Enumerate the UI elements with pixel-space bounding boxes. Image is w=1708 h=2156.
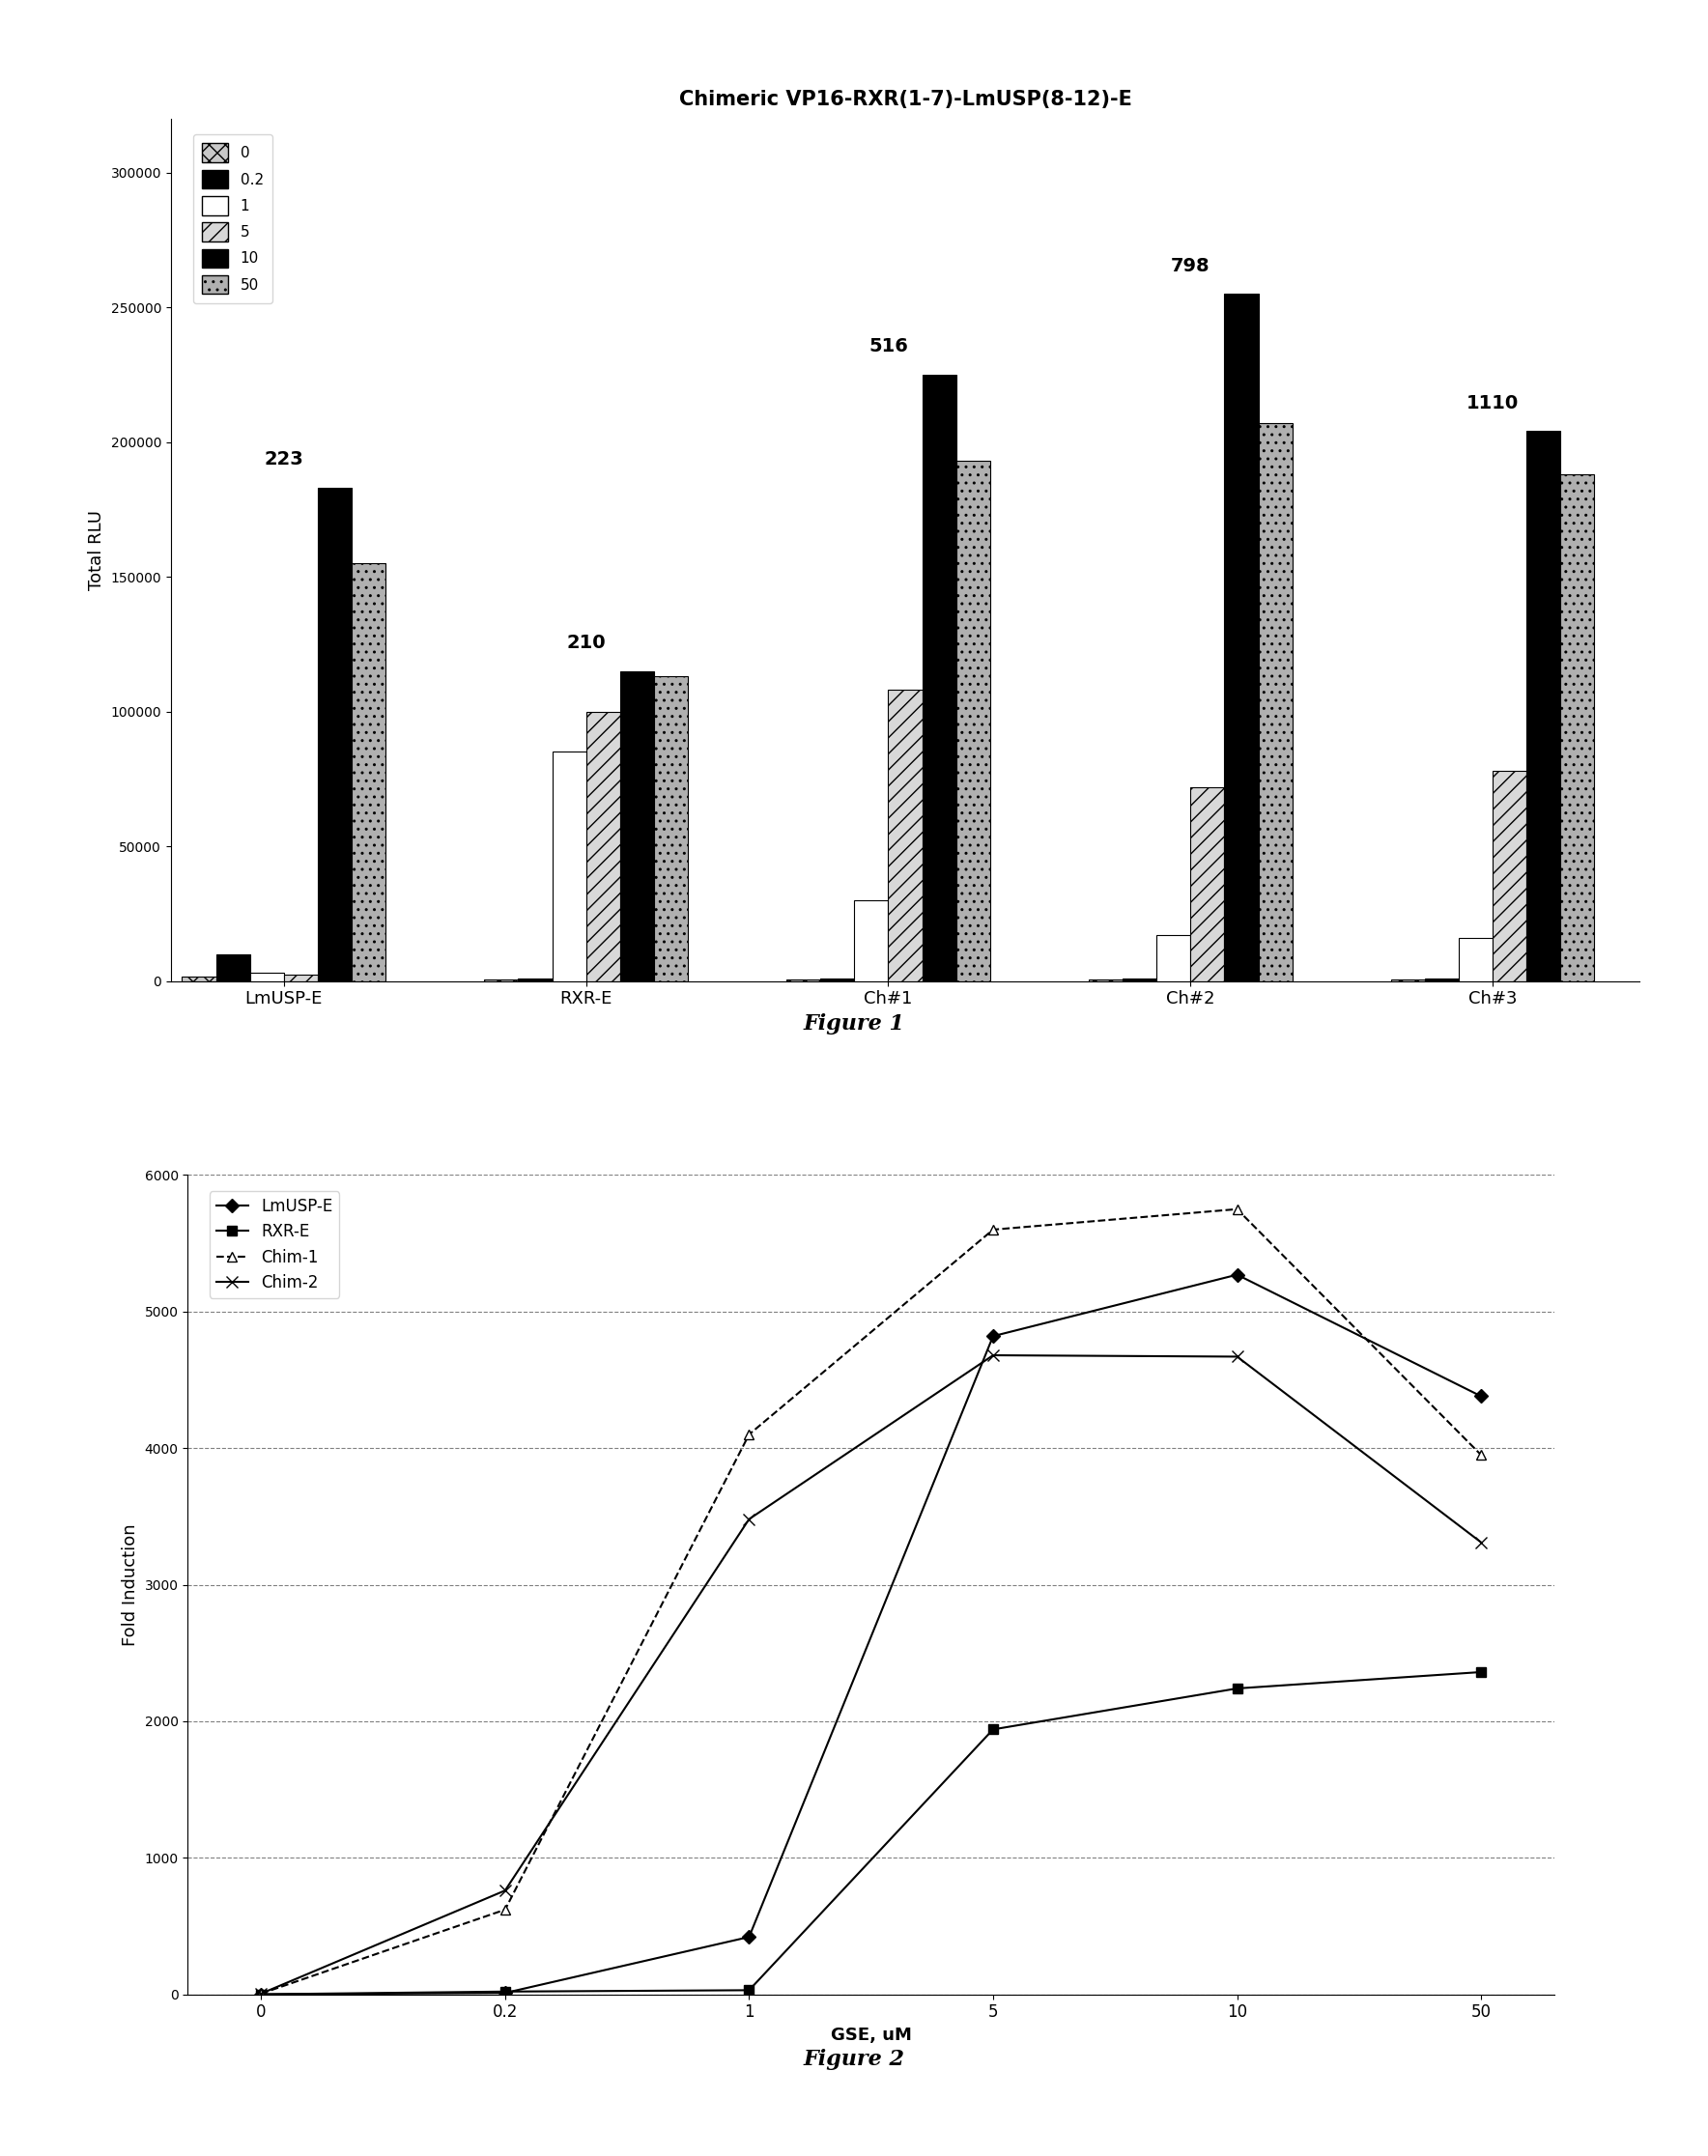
Bar bbox=[922, 375, 956, 981]
Bar bbox=[820, 979, 854, 981]
Line: LmUSP-E: LmUSP-E bbox=[256, 1270, 1486, 1999]
Bar bbox=[956, 461, 991, 981]
LmUSP-E bbox=[982, 1324, 1003, 1350]
Bar bbox=[1190, 787, 1225, 981]
Chim-1 bbox=[982, 1216, 1003, 1242]
Chim-1 bbox=[1471, 1442, 1491, 1468]
LmUSP-E bbox=[495, 1979, 516, 2005]
LmUSP-E bbox=[1471, 1384, 1491, 1410]
Bar bbox=[654, 677, 688, 981]
Chim-2 bbox=[1226, 1343, 1247, 1369]
Bar bbox=[183, 977, 215, 981]
Chim-2 bbox=[1471, 1529, 1491, 1554]
Bar bbox=[620, 671, 654, 981]
Text: 223: 223 bbox=[265, 451, 304, 468]
Bar bbox=[1122, 979, 1156, 981]
Bar bbox=[518, 979, 552, 981]
Chim-1 bbox=[495, 1897, 516, 1923]
Text: 210: 210 bbox=[567, 634, 606, 651]
Bar bbox=[249, 972, 284, 981]
Bar bbox=[1493, 770, 1527, 981]
Chim-2 bbox=[740, 1507, 760, 1533]
RXR-E bbox=[1226, 1675, 1247, 1701]
Chim-1 bbox=[740, 1421, 760, 1447]
Text: 1110: 1110 bbox=[1467, 395, 1518, 412]
Bar bbox=[1225, 293, 1259, 981]
Bar bbox=[1259, 423, 1293, 981]
LmUSP-E bbox=[740, 1923, 760, 1949]
RXR-E bbox=[495, 1979, 516, 2005]
RXR-E bbox=[982, 1716, 1003, 1742]
RXR-E bbox=[1471, 1660, 1491, 1686]
Bar bbox=[1424, 979, 1459, 981]
Text: 798: 798 bbox=[1172, 257, 1211, 274]
Bar bbox=[854, 901, 888, 981]
Legend: LmUSP-E, RXR-E, Chim-1, Chim-2: LmUSP-E, RXR-E, Chim-1, Chim-2 bbox=[210, 1192, 340, 1298]
Text: 516: 516 bbox=[869, 336, 909, 356]
Bar bbox=[1561, 474, 1595, 981]
Legend: 0, 0.2, 1, 5, 10, 50: 0, 0.2, 1, 5, 10, 50 bbox=[193, 134, 272, 304]
Chim-2 bbox=[495, 1878, 516, 1904]
Chim-1 bbox=[251, 1981, 272, 2007]
Chim-1 bbox=[1226, 1197, 1247, 1222]
LmUSP-E bbox=[1226, 1261, 1247, 1287]
Chim-2 bbox=[982, 1343, 1003, 1369]
Text: Figure 2: Figure 2 bbox=[803, 2048, 905, 2070]
Y-axis label: Fold Induction: Fold Induction bbox=[121, 1524, 138, 1645]
Bar bbox=[552, 752, 586, 981]
Y-axis label: Total RLU: Total RLU bbox=[87, 509, 106, 591]
Chim-2 bbox=[251, 1981, 272, 2007]
Bar bbox=[586, 711, 620, 981]
Bar bbox=[215, 953, 249, 981]
Bar bbox=[284, 975, 318, 981]
Line: Chim-2: Chim-2 bbox=[254, 1350, 1488, 1999]
Bar bbox=[1527, 431, 1561, 981]
Bar bbox=[888, 690, 922, 981]
Bar bbox=[1459, 938, 1493, 981]
Bar bbox=[352, 563, 386, 981]
X-axis label: GSE, uM: GSE, uM bbox=[830, 2027, 912, 2044]
Line: Chim-1: Chim-1 bbox=[256, 1205, 1486, 1999]
Title: Chimeric VP16-RXR(1-7)-LmUSP(8-12)-E: Chimeric VP16-RXR(1-7)-LmUSP(8-12)-E bbox=[678, 91, 1132, 110]
RXR-E bbox=[251, 1981, 272, 2007]
LmUSP-E bbox=[251, 1981, 272, 2007]
Line: RXR-E: RXR-E bbox=[256, 1667, 1486, 1999]
Bar bbox=[1156, 936, 1190, 981]
Bar bbox=[318, 487, 352, 981]
RXR-E bbox=[740, 1977, 760, 2003]
Text: Figure 1: Figure 1 bbox=[803, 1013, 905, 1035]
